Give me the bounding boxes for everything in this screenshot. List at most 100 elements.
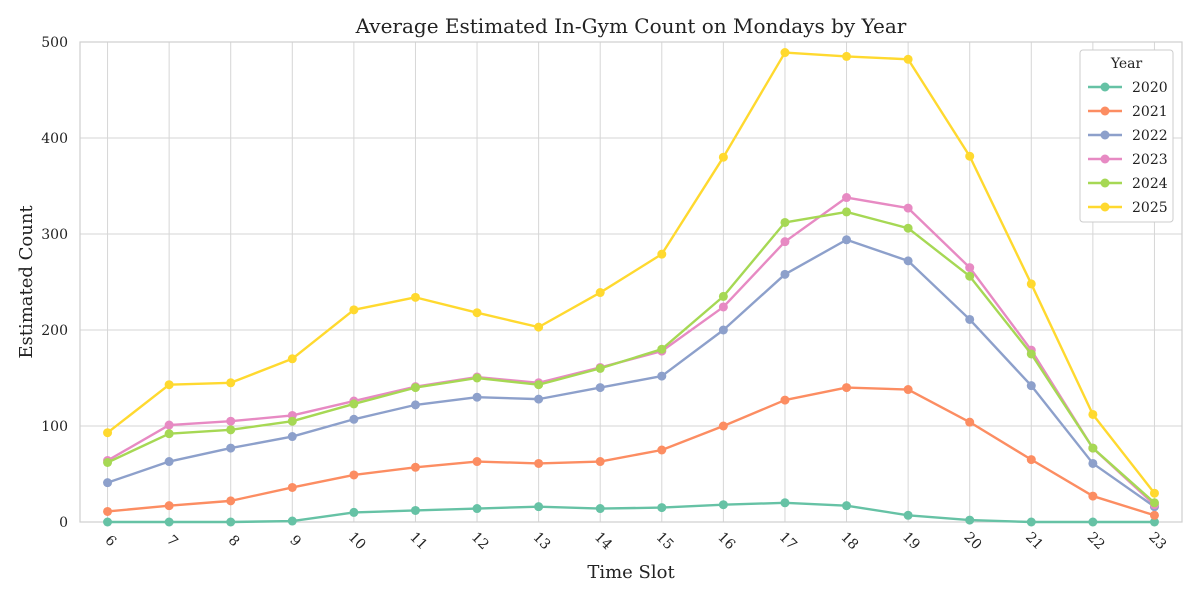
data-point [164,517,174,527]
legend-item-2025: 2025 [1088,200,1168,216]
x-tick-label: 19 [899,529,923,553]
data-point [1026,279,1036,289]
data-point [595,457,605,467]
data-point [410,400,420,410]
data-point [226,496,236,506]
data-point [1088,458,1098,468]
y-tick-label: 100 [41,419,68,435]
x-tick-label: 13 [529,529,553,553]
y-axis-label: Estimated Count [16,205,37,359]
legend-marker [1100,106,1110,116]
x-tick-label: 7 [163,532,181,550]
x-tick-label: 20 [961,529,985,553]
data-point [1149,517,1159,527]
data-point [164,380,174,390]
legend-label: 2025 [1132,200,1168,216]
x-tick-label: 18 [837,529,861,553]
legend-marker [1100,82,1110,92]
legend: Year 2020 2021 2022 2023 2024 2025 [1079,49,1174,223]
x-tick-label: 9 [286,532,304,550]
data-point [657,344,667,354]
x-tick-label: 10 [345,529,369,553]
legend-label: 2024 [1132,176,1168,192]
data-point [780,48,790,58]
data-point [842,383,852,393]
x-tick-label: 15 [653,529,677,553]
data-point [349,414,359,424]
data-point [534,380,544,390]
plot-frame [79,41,1183,523]
data-point [410,462,420,472]
data-point [226,378,236,388]
data-point [534,502,544,512]
data-point [164,501,174,511]
data-point [410,292,420,302]
data-point [226,517,236,527]
data-point [472,392,482,402]
data-point [657,371,667,381]
data-point [349,470,359,480]
legend-item-2023: 2023 [1088,152,1168,168]
data-point [842,51,852,61]
data-point [780,269,790,279]
data-point [226,416,236,426]
data-point [164,429,174,439]
legend-label: 2022 [1132,128,1168,144]
data-point [349,507,359,517]
data-point [1149,510,1159,520]
data-point [410,505,420,515]
y-tick-label: 200 [41,323,68,339]
data-point [103,478,113,488]
series-2022 [103,235,1159,512]
data-point [472,373,482,383]
data-point [595,504,605,514]
data-point [287,354,297,364]
data-point [657,249,667,259]
data-point [1149,488,1159,498]
data-point [842,235,852,245]
legend-label: 2023 [1132,152,1168,168]
data-point [965,515,975,525]
x-tick-label: 21 [1022,529,1046,553]
x-tick-label: 11 [406,529,430,553]
legend-item-2020: 2020 [1088,80,1168,96]
data-point [965,417,975,427]
data-point [534,458,544,468]
data-point [842,207,852,217]
legend-label: 2021 [1132,104,1168,120]
data-point [349,399,359,409]
data-point [903,510,913,520]
data-point [903,223,913,233]
legend-item-2021: 2021 [1088,104,1168,120]
data-point [780,395,790,405]
series-lines [103,48,1159,527]
data-point [410,383,420,393]
data-point [1088,491,1098,501]
series-line [107,386,1155,517]
series-2024 [103,207,1159,508]
data-point [657,503,667,513]
x-tick-label: 14 [591,529,615,553]
data-point [349,305,359,315]
legend-item-2024: 2024 [1088,176,1168,192]
data-point [164,420,174,430]
data-point [780,217,790,227]
data-point [103,517,113,527]
data-point [780,498,790,508]
legend-items: 2020 2021 2022 2023 2024 2025 [1088,80,1168,216]
series-2021 [103,383,1159,520]
data-point [287,482,297,492]
data-point [718,302,728,312]
x-tick-label: 22 [1084,529,1108,553]
data-point [472,504,482,514]
data-point [1026,517,1036,527]
series-line [107,501,1155,524]
data-point [595,363,605,373]
data-point [1026,381,1036,391]
y-tick-label: 500 [41,35,68,51]
data-point [595,288,605,298]
legend-title: Year [1110,56,1143,72]
data-point [472,308,482,318]
